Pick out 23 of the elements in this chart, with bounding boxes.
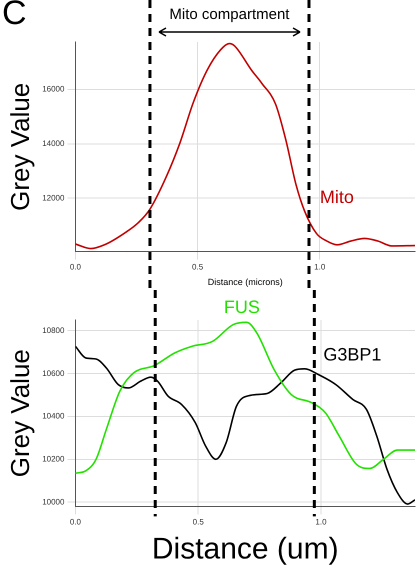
x-axis-title: Distance (um): [152, 532, 339, 566]
x-tick-label: 1.0: [314, 262, 326, 272]
y-axis-title: Grey Value: [4, 349, 35, 478]
y-tick-label: 16000: [42, 84, 65, 94]
y-tick-label: 10400: [42, 412, 65, 421]
series-label: G3BP1: [323, 344, 382, 364]
y-tick-label: 10800: [42, 326, 65, 335]
y-tick-label: 10000: [42, 497, 65, 506]
x-axis-title: Distance (microns): [208, 277, 283, 288]
x-tick-label: 0.0: [70, 517, 82, 526]
y-tick-label: 10200: [42, 454, 65, 464]
series-label: Mito: [320, 186, 354, 207]
y-tick-label: 12000: [42, 193, 65, 202]
x-tick-label: 0.5: [192, 517, 204, 526]
series-label: FUS: [224, 296, 260, 317]
y-axis-title: Grey Value: [4, 82, 35, 211]
y-tick-label: 10600: [42, 368, 65, 378]
x-tick-label: 0.5: [192, 262, 204, 272]
y-tick-label: 14000: [42, 139, 65, 148]
x-tick-label: 1.0: [315, 517, 328, 526]
x-tick-label: 0.0: [70, 262, 82, 272]
text: Mito compartment: [169, 6, 290, 23]
text: C: [2, 0, 27, 33]
